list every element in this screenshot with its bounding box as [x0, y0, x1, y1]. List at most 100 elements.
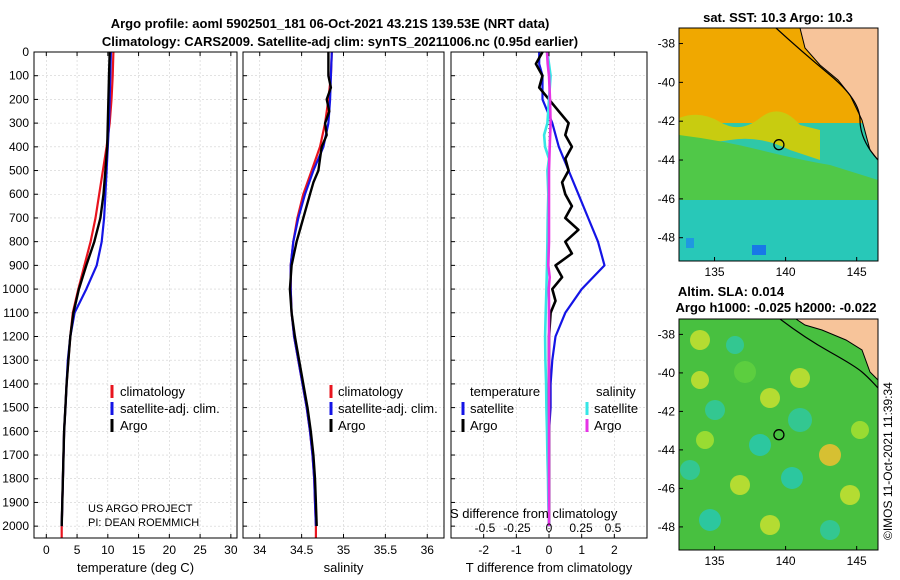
s-tick-label: -0.5	[475, 521, 496, 535]
credit-stamp: ©IMOS 11-Oct-2021 11:39:34	[881, 382, 895, 540]
map-x-tick-label: 145	[847, 265, 867, 279]
y-tick-label: 400	[9, 140, 29, 154]
x-tick-label: 30	[224, 543, 238, 557]
map-x-tick-label: 135	[705, 554, 725, 568]
map-y-tick-label: -48	[658, 520, 676, 534]
y-tick-label: 1100	[3, 306, 29, 320]
x-axis-label: temperature (deg C)	[77, 560, 194, 575]
sla-anomaly-blob	[699, 509, 721, 531]
x-tick-label: 20	[163, 543, 177, 557]
legend-label-climatology: climatology	[120, 384, 186, 399]
sst-contour	[775, 28, 878, 161]
legend-label-t-satellite: satellite	[470, 401, 514, 416]
sla-anomalies	[680, 330, 869, 540]
x-tick-label: 35.5	[374, 543, 398, 557]
legend-label-s-argo: Argo	[594, 418, 621, 433]
x-tick-label: 5	[74, 543, 81, 557]
map-y-tick-label: -42	[658, 404, 676, 418]
x-tick-label: 2	[611, 543, 618, 557]
map-y-tick-label: -44	[658, 153, 676, 167]
sla-anomaly-blob	[690, 330, 710, 350]
y-tick-label: 2000	[2, 519, 29, 533]
sla-anomaly-blob	[680, 460, 700, 480]
sla-anomaly-blob	[820, 520, 840, 540]
sla-anomaly-blob	[790, 368, 810, 388]
x-tick-label: 1	[578, 543, 585, 557]
map-y-tick-label: -44	[658, 443, 676, 457]
sst-front	[679, 111, 820, 160]
x-tick-label: 0	[43, 543, 50, 557]
sla-anomaly-blob	[734, 361, 756, 383]
map-y-tick-label: -46	[658, 481, 676, 495]
map-y-tick-label: -38	[658, 327, 676, 341]
x-tick-label: 0	[546, 543, 553, 557]
s-difference-tick-labels: -0.5 -0.25 0 0.25 0.5	[475, 521, 622, 535]
legend-heading-temperature: temperature	[470, 384, 540, 399]
map-x-tick-label: 145	[847, 554, 867, 568]
sla-map-subtitle: Argo h1000: -0.025 h2000: -0.022	[676, 300, 877, 315]
temperature-panel: 0 5 10 15 20 25 300100200300400500600700800900…	[2, 45, 238, 575]
y-tick-label: 300	[9, 116, 29, 130]
project-pi: PI: DEAN ROEMMICH	[88, 517, 199, 529]
series-line-red	[60, 51, 115, 538]
title-line-1: Argo profile: aoml 5902501_181 06-Oct-20…	[111, 16, 550, 31]
y-tick-label: 1000	[2, 282, 29, 296]
sst-map-ticks: 135 140 145 -38 -40 -42 -44 -46 -48	[658, 37, 867, 279]
sla-contour	[779, 319, 878, 389]
map-x-tick-label: 135	[705, 265, 725, 279]
sla-anomaly-blob	[705, 400, 725, 420]
x-tick-label: 10	[101, 543, 115, 557]
map-y-tick-label: -38	[658, 37, 676, 51]
sla-map-frame	[678, 318, 879, 551]
y-tick-label: 1200	[2, 329, 29, 343]
s-difference-label: S difference from climatology	[450, 506, 618, 521]
y-tick-label: 800	[9, 235, 29, 249]
legend-label-argo: Argo	[338, 418, 365, 433]
salinity-panel: 34 34.5 35 35.5 36 salinity	[242, 51, 445, 575]
sla-anomaly-blob	[749, 434, 771, 456]
series-line-cyan	[542, 51, 552, 527]
map-y-tick-label: -48	[658, 231, 676, 245]
sla-land	[795, 319, 878, 381]
sst-mid-region	[679, 135, 878, 200]
sla-anomaly-blob	[696, 431, 714, 449]
salinity-legend: climatology satellite-adj. clim. Argo	[329, 384, 438, 433]
legend-label-climatology: climatology	[338, 384, 404, 399]
x-tick-label: 15	[132, 543, 146, 557]
sla-anomaly-blob	[760, 515, 780, 535]
map-y-tick-label: -40	[658, 75, 676, 89]
sla-map-title: Altim. SLA: 0.014	[678, 284, 785, 299]
legend-label-argo: Argo	[120, 418, 147, 433]
x-axis-label: T difference from climatology	[466, 560, 633, 575]
x-tick-label: 34	[253, 543, 267, 557]
sla-anomaly-blob	[730, 475, 750, 495]
y-tick-label: 200	[9, 92, 29, 106]
x-tick-label: 25	[193, 543, 207, 557]
sst-map-title: sat. SST: 10.3 Argo: 10.3	[703, 10, 853, 25]
y-tick-label: 600	[9, 187, 29, 201]
map-y-tick-label: -40	[658, 366, 676, 380]
x-tick-label: 36	[421, 543, 435, 557]
series-line-black	[288, 52, 333, 527]
sst-land	[799, 28, 878, 161]
map-x-tick-label: 140	[776, 265, 796, 279]
sla-anomaly-blob	[760, 388, 780, 408]
y-tick-label: 1600	[2, 424, 29, 438]
y-tick-label: 1400	[2, 377, 29, 391]
y-tick-label: 1800	[2, 472, 29, 486]
s-tick-label: 0	[546, 521, 553, 535]
y-tick-label: 100	[9, 69, 29, 83]
difference-legend: temperature satellite Argo salinity sate…	[461, 384, 638, 433]
title-line-2: Climatology: CARS2009. Satellite-adj cli…	[102, 34, 578, 49]
sst-cool-region	[679, 200, 878, 261]
y-tick-label: 900	[9, 258, 29, 272]
x-tick-label: 34.5	[290, 543, 314, 557]
x-tick-label: -1	[511, 543, 522, 557]
y-tick-label: 1500	[2, 401, 29, 415]
map-y-tick-label: -42	[658, 114, 676, 128]
sla-anomaly-blob	[781, 467, 803, 489]
x-tick-label: 35	[337, 543, 351, 557]
y-tick-label: 1700	[2, 448, 29, 462]
legend-heading-salinity: salinity	[596, 384, 636, 399]
sla-map	[679, 319, 878, 550]
